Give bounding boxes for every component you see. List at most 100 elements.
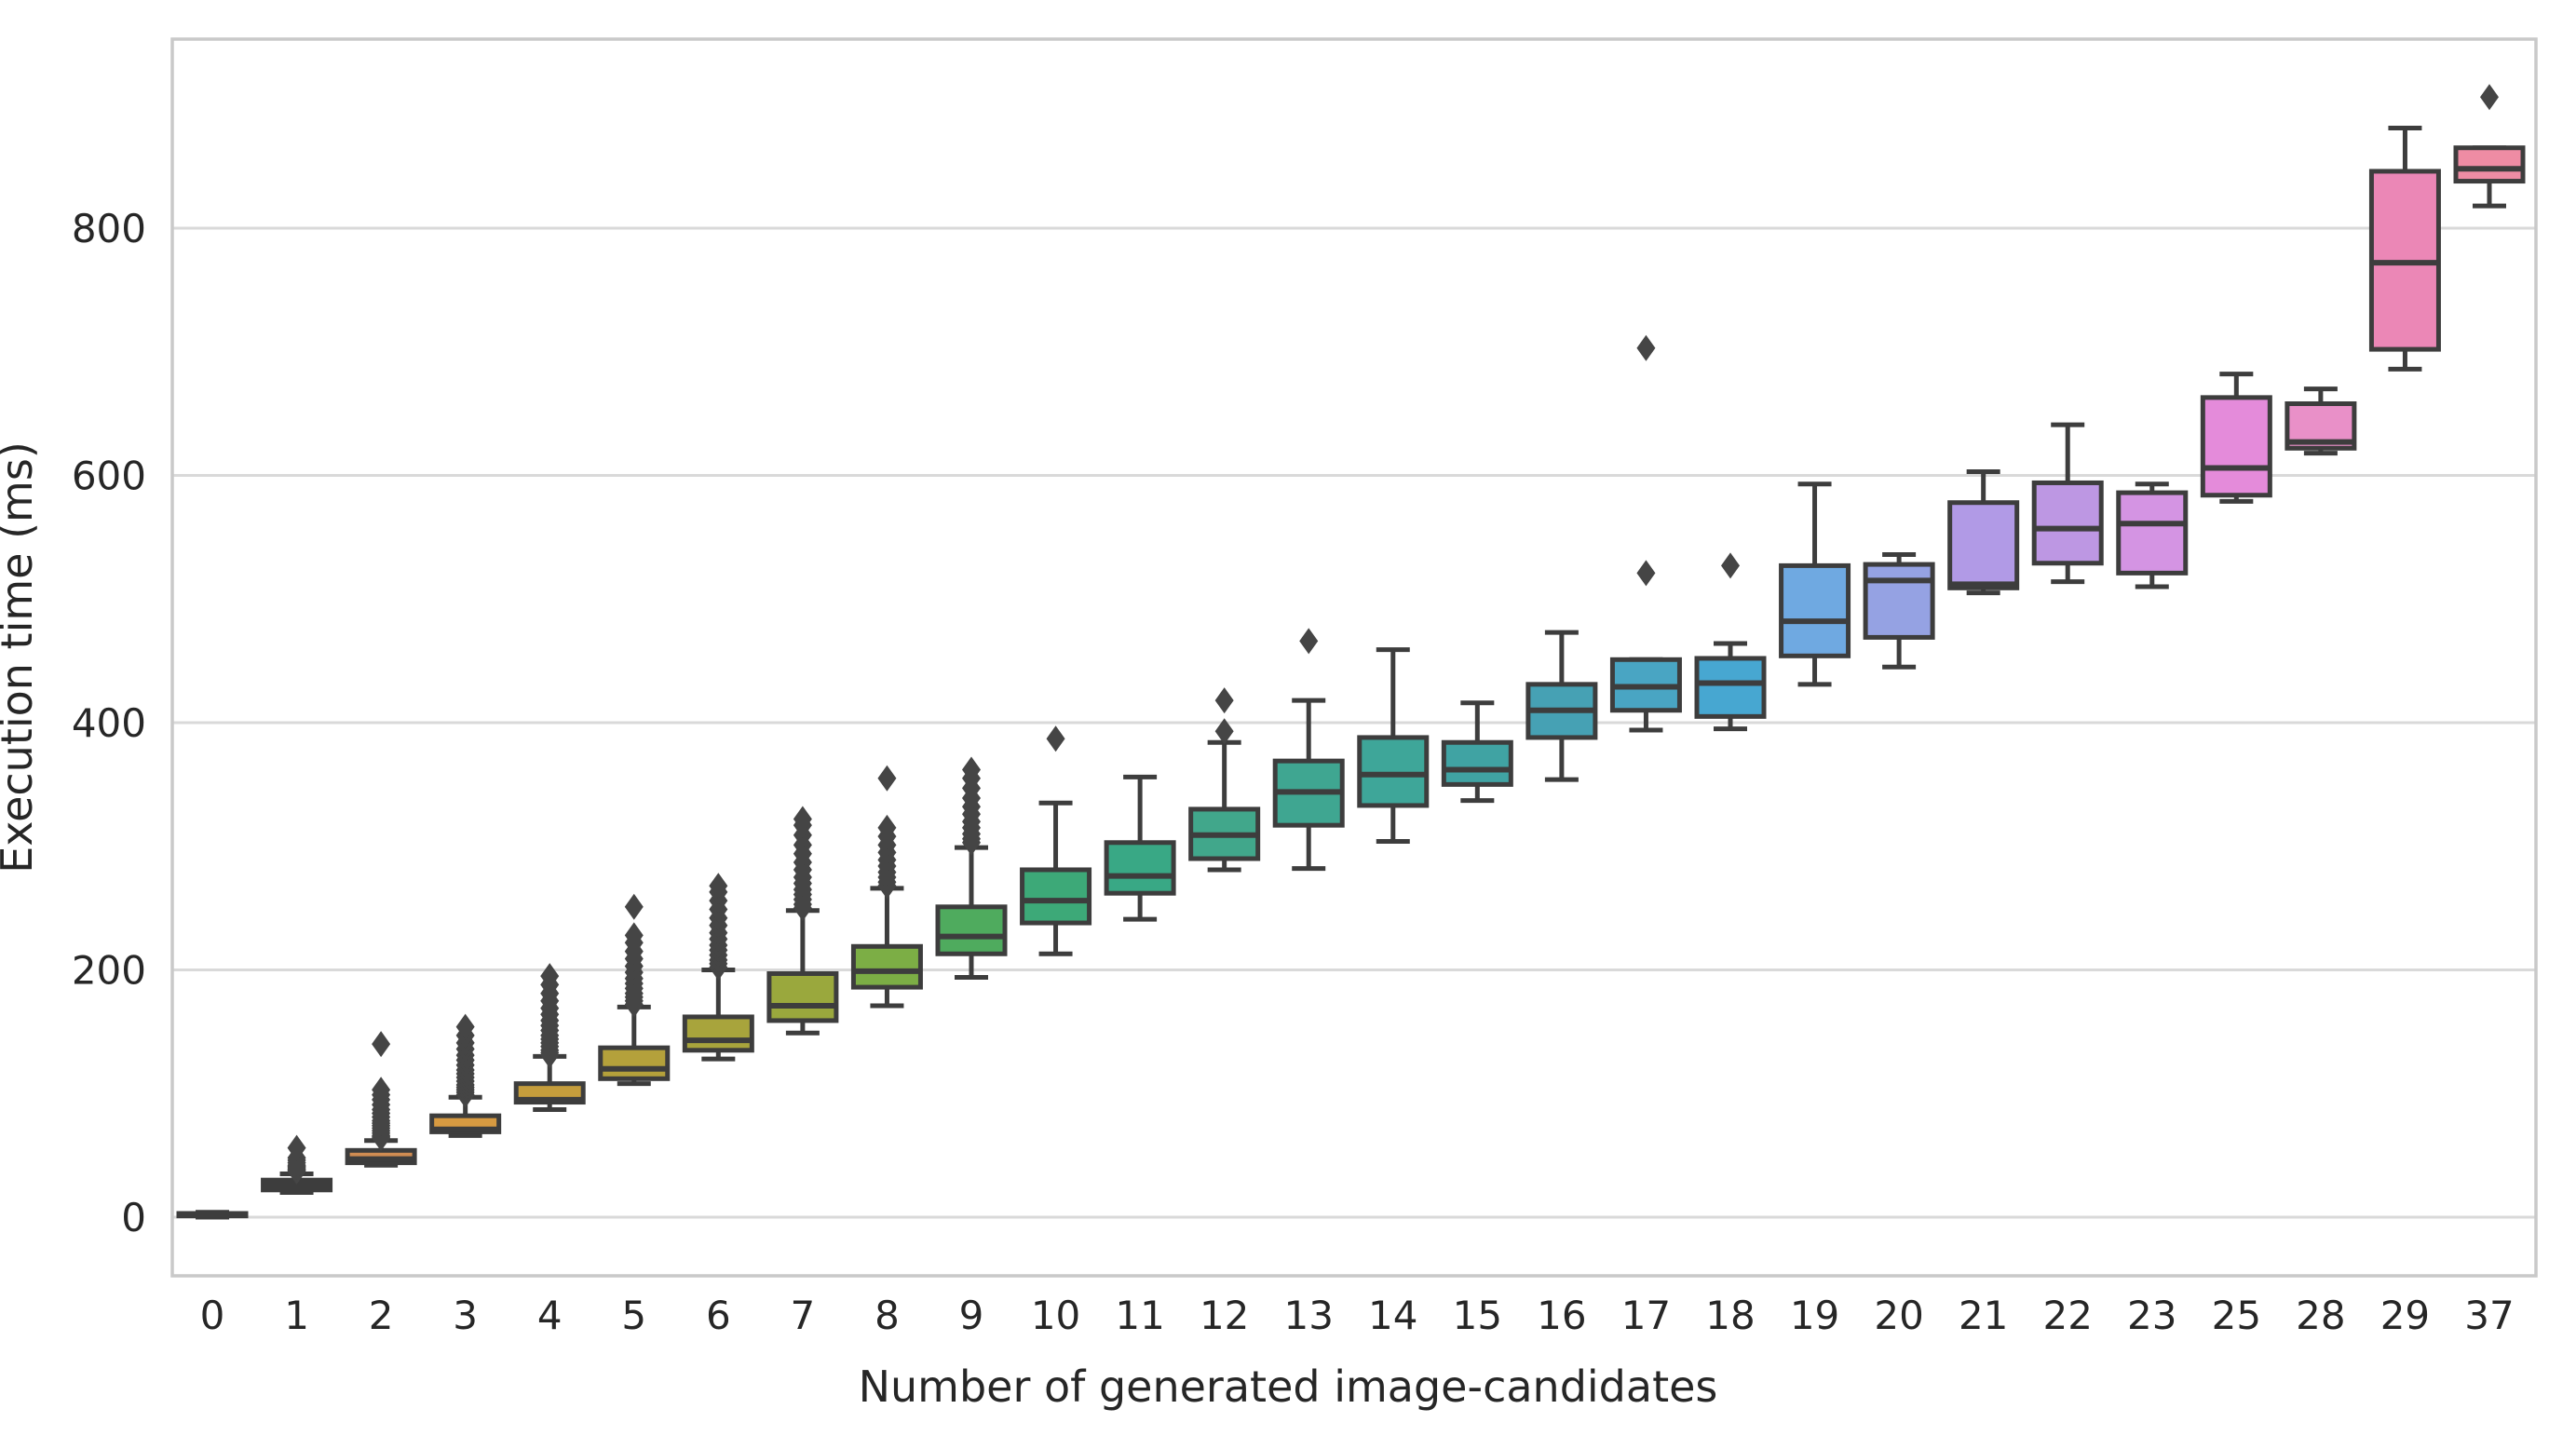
x-tick-label-16: 16 [1537, 1293, 1586, 1338]
box-8 [850, 765, 923, 1009]
outlier-diamond [372, 1031, 391, 1058]
box-10 [1020, 725, 1092, 956]
box-6 [682, 873, 754, 1062]
box-29 [2368, 125, 2441, 372]
x-tick-label-11: 11 [1115, 1293, 1164, 1338]
iqr-box [1357, 735, 1430, 808]
x-tick-label-28: 28 [2296, 1293, 2345, 1338]
x-tick-label-20: 20 [1874, 1293, 1923, 1338]
x-tick-label-3: 3 [453, 1293, 478, 1338]
box-16 [1525, 630, 1598, 782]
y-tick-label-200: 200 [72, 948, 146, 994]
x-tick-label-5: 5 [621, 1293, 646, 1338]
outlier-diamond [1214, 718, 1234, 745]
x-tick-label-14: 14 [1368, 1293, 1417, 1338]
outlier-diamond [793, 806, 812, 833]
x-tick-label-22: 22 [2042, 1293, 2092, 1338]
iqr-box [766, 970, 839, 1023]
outlier-diamond [709, 873, 728, 900]
x-tick-label-23: 23 [2127, 1293, 2176, 1338]
outlier-diamond [1636, 334, 1656, 361]
iqr-box [1779, 562, 1851, 658]
x-tick-label-2: 2 [369, 1293, 394, 1338]
box-4 [513, 963, 586, 1113]
box-23 [2116, 481, 2189, 589]
x-tick-label-19: 19 [1790, 1293, 1839, 1338]
y-tick-label-600: 600 [72, 454, 146, 499]
x-tick-label-6: 6 [706, 1293, 731, 1338]
box-3 [429, 1013, 502, 1138]
x-tick-label-8: 8 [874, 1293, 900, 1338]
iqr-box [1947, 500, 2020, 590]
iqr-box [2200, 395, 2272, 498]
x-tick-label-12: 12 [1200, 1293, 1249, 1338]
y-tick-label-400: 400 [72, 700, 146, 746]
box-14 [1357, 647, 1430, 844]
x-tick-label-13: 13 [1283, 1293, 1333, 1338]
box-13 [1272, 628, 1345, 872]
x-tick-label-1: 1 [284, 1293, 309, 1338]
box-28 [2285, 386, 2357, 456]
box-18 [1694, 552, 1767, 732]
outlier-diamond [1299, 628, 1319, 655]
outlier-diamond [2480, 84, 2499, 111]
outlier-diamond [877, 765, 897, 792]
iqr-box [1694, 656, 1767, 719]
x-tick-label-37: 37 [2464, 1293, 2514, 1338]
y-tick-labels: 0 200 400 600 800 [72, 206, 146, 1240]
outlier-diamond [1214, 687, 1234, 714]
iqr-box [2453, 145, 2526, 184]
x-tick-label-18: 18 [1705, 1293, 1755, 1338]
box-17 [1609, 334, 1682, 733]
x-tick-label-4: 4 [537, 1293, 563, 1338]
x-tick-label-15: 15 [1453, 1293, 1502, 1338]
iqr-box [1863, 562, 1935, 640]
box-2 [345, 1031, 417, 1168]
box-20 [1863, 551, 1935, 670]
outlier-diamond [1636, 560, 1656, 587]
iqr-box [935, 904, 1008, 956]
outlier-diamond [962, 756, 981, 783]
plot-frame [170, 37, 2538, 1278]
outlier-diamond [540, 963, 560, 990]
iqr-box [2116, 490, 2189, 576]
x-tick-label-0: 0 [200, 1293, 225, 1338]
outlier-diamond [1046, 725, 1065, 752]
box-1 [261, 1134, 333, 1195]
box-22 [2031, 422, 2104, 585]
iqr-box [598, 1045, 671, 1081]
gridlines [172, 226, 2536, 1219]
box-12 [1188, 687, 1261, 873]
box-37 [2453, 84, 2526, 209]
outlier-diamond [455, 1013, 475, 1040]
y-axis-title: Execution time (ms) [0, 441, 42, 874]
x-axis-title: Number of generated image-candidates [858, 1361, 1718, 1412]
x-tick-labels: 0 1 2 3 4 5 6 7 8 9 10 11 12 13 14 15 16 17 18 19 20 21 22 23 25… [200, 1293, 2515, 1338]
box-7 [766, 806, 839, 1036]
x-tick-label-9: 9 [959, 1293, 984, 1338]
outlier-diamond [287, 1134, 306, 1161]
y-tick-label-0: 0 [121, 1195, 146, 1240]
x-tick-label-21: 21 [1959, 1293, 2008, 1338]
outlier-diamond [1721, 552, 1740, 579]
box-19 [1779, 481, 1851, 687]
y-tick-label-800: 800 [72, 206, 146, 251]
box-9 [935, 756, 1008, 980]
box-21 [1947, 469, 2020, 596]
x-tick-label-7: 7 [791, 1293, 816, 1338]
outlier-diamond [624, 893, 644, 920]
outlier-diamond [624, 922, 644, 949]
x-tick-label-25: 25 [2212, 1293, 2261, 1338]
iqr-box [1020, 867, 1092, 926]
iqr-box [1441, 739, 1513, 787]
box-5 [598, 893, 671, 1087]
x-tick-label-10: 10 [1031, 1293, 1080, 1338]
iqr-box [1104, 840, 1176, 896]
x-tick-label-29: 29 [2380, 1293, 2430, 1338]
box-25 [2200, 372, 2272, 504]
iqr-box [682, 1014, 754, 1053]
outlier-diamond [877, 814, 897, 841]
x-tick-label-17: 17 [1621, 1293, 1671, 1338]
